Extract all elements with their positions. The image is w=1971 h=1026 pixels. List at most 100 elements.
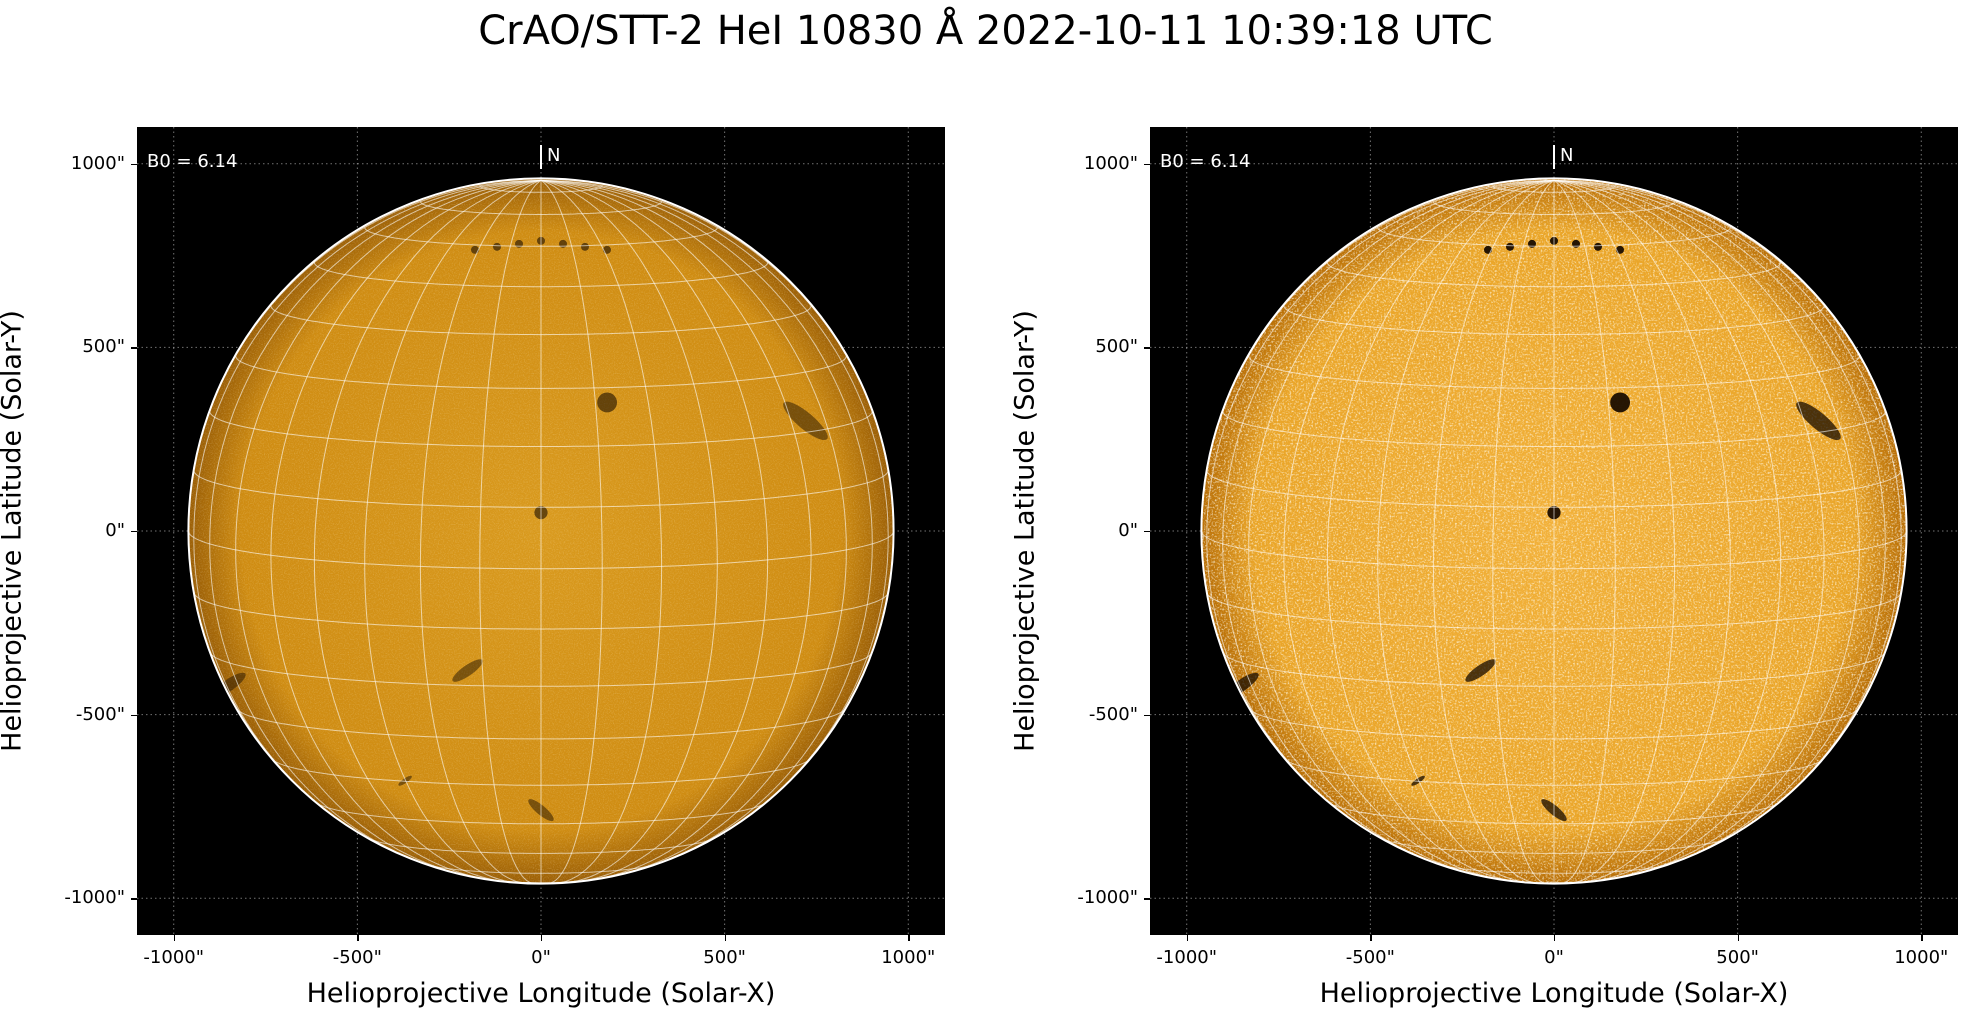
north-marker-icon [540,145,542,169]
x-tick-label: -500" [1345,947,1395,968]
x-tick-mark [1554,935,1556,941]
solar-limb [187,177,895,885]
x-tick-mark [1186,935,1189,941]
heliographic-gridline [540,179,873,869]
dark-feature [1594,242,1602,251]
right-plot-area: N B0 = 6.14 [1150,127,1958,935]
y-tick-mark [1144,163,1150,166]
heliographic-gridline [1377,227,1731,247]
left-panel: N B0 = 6.14 1000" -1000" 500" -500" 0" 0" -500… [0,0,985,1026]
heliographic-gridline [364,179,542,884]
x-tick-label: 500" [1716,947,1759,968]
heliographic-gridline [193,179,542,833]
heliographic-gridline [236,708,846,740]
heliographic-gridline [270,179,542,881]
y-tick-mark [1144,531,1150,533]
heliographic-gridline [1249,708,1859,740]
heliographic-gridline [1553,179,1731,884]
heliographic-gridline [1381,838,1727,854]
y-tick-label: 1000" [1083,152,1138,174]
heliographic-gridline [426,863,656,874]
heliographic-gridline [540,179,889,833]
y-tick-mark [1144,898,1150,900]
left-plot-area: N B0 = 6.14 [137,127,945,935]
heliographic-gridline [1222,411,1886,447]
heliographic-gridline [235,355,847,389]
heliographic-gridline [1206,470,1902,508]
heliographic-gridline [1492,185,1616,193]
x-tick-mark [1921,935,1923,941]
x-axis-label: Helioprojective Longitude (Solar-X) [306,978,776,1009]
heliographic-gridline [193,592,889,630]
dark-feature [1465,659,1496,682]
b0-annotation: B0 = 6.14 [1160,151,1251,172]
x-tick-label: -1000" [143,947,205,968]
x-tick-label: 0" [531,947,551,968]
heliographic-gridline [272,759,810,786]
y-tick-mark [131,714,137,716]
heliographic-gridline [1223,653,1885,687]
north-marker-icon [1553,145,1555,169]
b0-annotation: B0 = 6.14 [147,151,238,172]
x-tick-mark [173,935,176,941]
heliographic-gridline [1553,179,1860,877]
dark-feature [1610,392,1631,413]
heliographic-gridline [540,179,769,883]
x-tick-label: 1000" [881,947,936,968]
heliographic-gridline [1492,180,1555,884]
y-tick-label: -500" [1088,703,1138,725]
heliographic-gridline [419,201,663,215]
heliographic-gridline [540,179,718,884]
heliographic-gridline [540,179,663,884]
dark-feature [581,242,589,251]
heliographic-gridline [1329,802,1779,825]
heliographic-gridline [540,180,603,884]
x-tick-label: 1000" [1894,947,1949,968]
x-axis-label: Helioprojective Longitude (Solar-X) [1319,978,1789,1009]
y-tick-mark [131,347,137,349]
dark-feature [1616,245,1624,254]
y-tick-label: 500" [1095,336,1138,358]
right-panel: N B0 = 6.14 1000" -1000" 500" -500" 0" 0" -500… [1009,0,1971,1026]
heliographic-gridline [313,179,542,883]
x-tick-mark [541,935,543,941]
heliographic-gridline [479,180,542,884]
heliographic-gridline [270,305,812,336]
dark-feature [597,392,618,413]
heliographic-gridline [364,227,718,247]
heliographic-gridline [316,802,766,825]
dark-feature [1411,775,1425,786]
x-tick-mark [724,935,726,941]
heliographic-gridline [1283,179,1555,881]
heliographic-gridline [1200,530,1908,570]
dark-feature [398,775,412,786]
y-axis-label: Helioprojective Latitude (Solar-Y) [1009,310,1041,752]
heliographic-gridline [1206,179,1555,833]
heliographic-gridline [1553,180,1616,884]
heliographic-gridline [1326,179,1555,883]
heliographic-gridline [1553,179,1902,833]
solar-limb [1200,177,1908,885]
heliographic-gridline [210,653,872,687]
dark-feature [471,245,479,254]
right-sun-image [1150,127,1958,935]
heliographic-gridline [1432,201,1676,215]
heliographic-gridline [1248,179,1555,877]
x-tick-label: 0" [1544,947,1564,968]
y-tick-label: 0" [105,520,125,541]
heliographic-gridline [1553,179,1782,883]
heliographic-gridline [540,179,812,881]
heliographic-gridline [1285,759,1823,786]
heliographic-gridline [1377,179,1555,884]
heliographic-gridline [1553,179,1825,881]
y-tick-label: 0" [1118,520,1138,541]
heliographic-gridline [368,838,714,854]
y-tick-label: -500" [75,703,125,725]
x-tick-mark [1370,935,1372,941]
heliographic-gridline [1326,262,1782,288]
heliographic-gridline [479,185,603,193]
y-tick-label: -1000" [1077,887,1138,909]
heliographic-gridline [235,179,542,877]
x-tick-label: -500" [332,947,382,968]
heliographic-gridline [1553,179,1676,884]
